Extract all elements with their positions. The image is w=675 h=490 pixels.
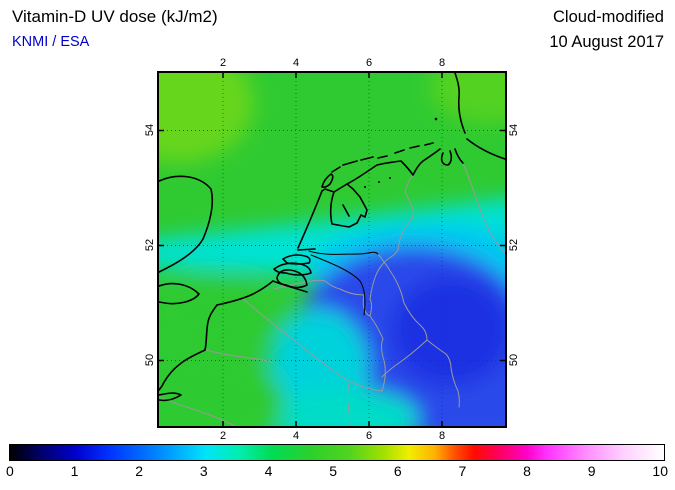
colorbar-labels: 0 1 2 3 4 5 6 7 8 9 10 [6,463,668,479]
colorbar-tick-label: 4 [264,463,273,479]
coastline [159,73,505,402]
colorbar-tick-label: 1 [70,463,79,479]
y-tick-label-left: 50 [144,353,156,367]
y-tick-label-right: 52 [508,238,520,252]
country-borders [159,158,505,426]
header-left: Vitamin-D UV dose (kJ/m2) KNMI / ESA [12,6,218,52]
colorbar-tick-label: 5 [329,463,337,479]
x-tick-label-bottom: 4 [292,430,300,442]
grid-lines [159,73,505,426]
mode-label: Cloud-modified [553,8,664,26]
colorbar-tick-label: 2 [135,463,144,479]
colorbar-gradient [10,445,664,460]
date-label: 10 August 2017 [549,33,664,51]
colorbar-tick-label: 8 [523,463,531,479]
x-tick-label-bottom: 8 [438,430,446,442]
y-tick-label-left: 52 [144,238,156,252]
x-tick-label-top: 6 [365,57,373,69]
uv-field [159,73,505,426]
y-tick-label-right: 54 [508,123,520,137]
colorbar [9,444,665,461]
x-tick-label-top: 8 [438,57,446,69]
colorbar-tick-label: 6 [393,463,402,479]
colorbar-tick-label: 7 [458,463,467,479]
x-tick-label-bottom: 2 [219,430,227,442]
y-tick-label-left: 54 [144,123,156,137]
map-svg [159,73,505,426]
frame-ticks [159,73,505,426]
x-tick-label-top: 4 [292,57,300,69]
figure-title: Vitamin-D UV dose (kJ/m2) [12,7,218,26]
colorbar-tick-label: 10 [652,463,668,479]
map-panel [157,71,507,428]
x-tick-label-bottom: 6 [365,430,373,442]
y-tick-label-right: 50 [508,353,520,367]
colorbar-tick-label: 9 [587,463,596,479]
credit: KNMI / ESA [12,34,90,50]
colorbar-tick-label: 0 [6,463,14,479]
x-tick-label-top: 2 [219,57,227,69]
header-right: Cloud-modified 10 August 2017 [549,6,664,53]
colorbar-tick-label: 3 [199,463,208,479]
